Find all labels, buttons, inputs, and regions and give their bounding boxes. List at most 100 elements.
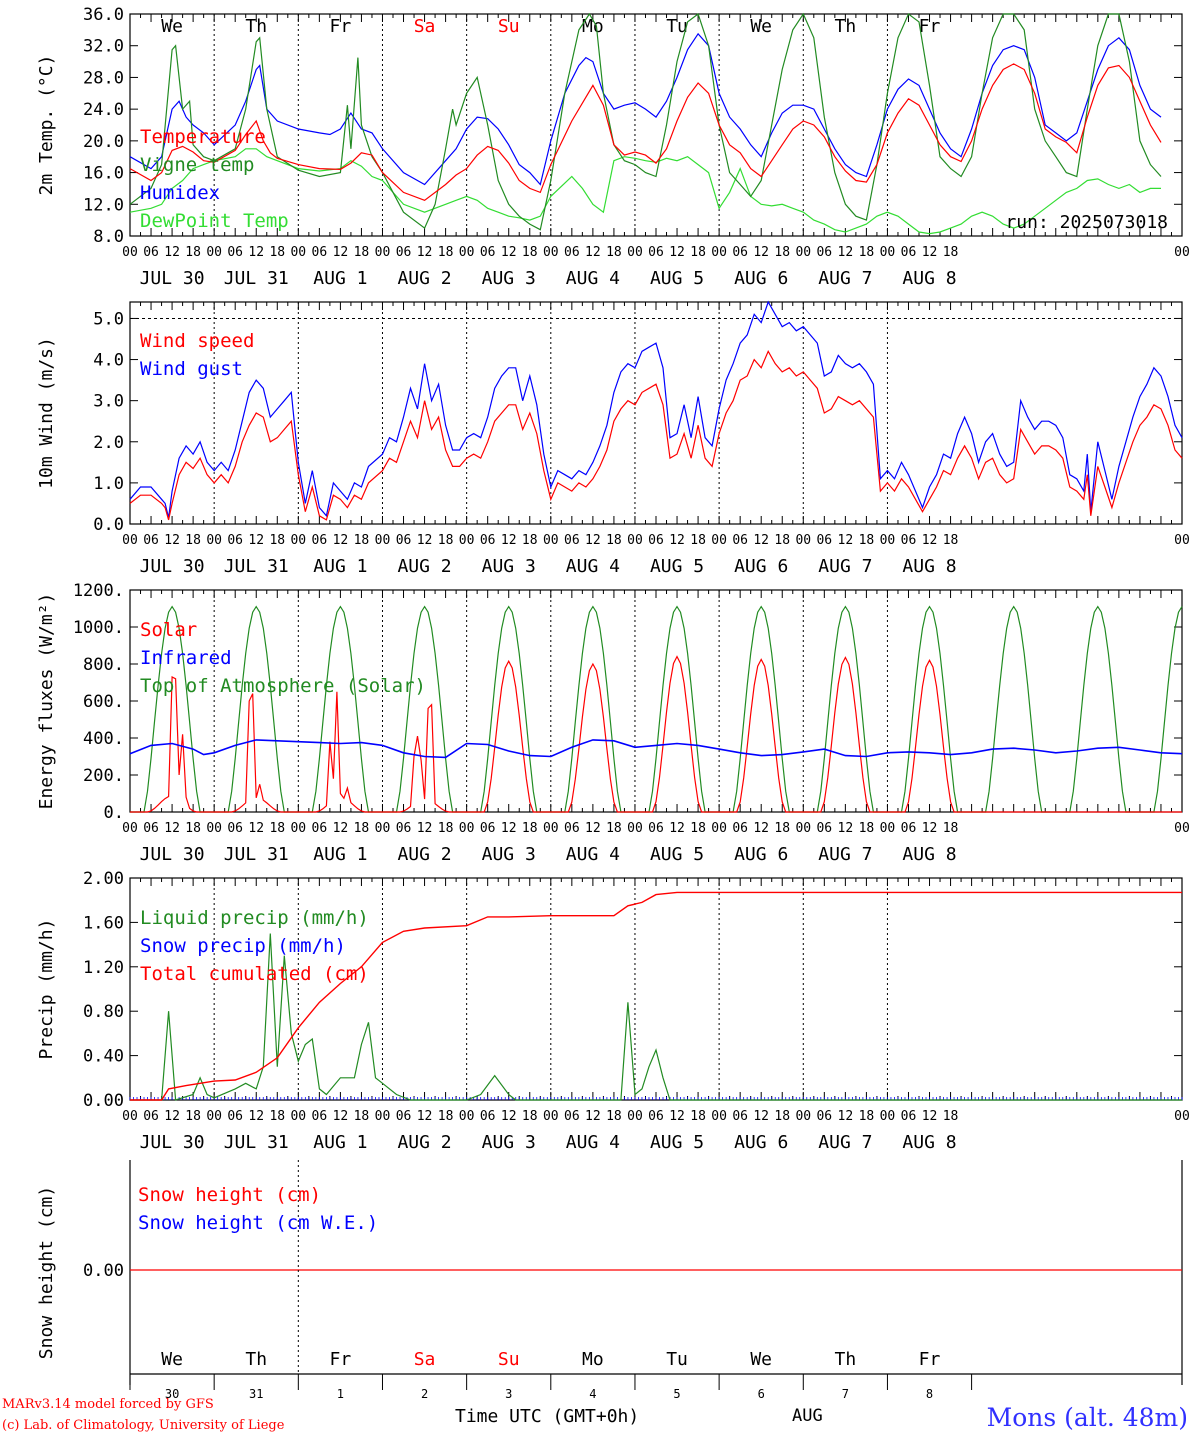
hour-tick-label: 00 [880, 245, 896, 260]
hour-tick-label: 06 [816, 533, 832, 548]
hour-tick-label: 00 [1174, 533, 1190, 548]
hour-tick-label: 00 [1174, 245, 1190, 260]
hour-tick-label: 06 [564, 1109, 580, 1124]
hour-tick-label: 12 [838, 1109, 854, 1124]
hour-tick-label: 00 [627, 1109, 643, 1124]
hour-tick-label: 06 [227, 821, 243, 836]
y-tick-label: 1.20 [83, 958, 124, 978]
hour-tick-label: 06 [816, 1109, 832, 1124]
hour-tick-label: 18 [943, 1109, 959, 1124]
date-label: AUG 2 [397, 844, 451, 865]
hour-tick-label: 06 [564, 821, 580, 836]
hour-tick-label: 06 [816, 821, 832, 836]
y-tick-label: 800. [83, 655, 124, 675]
series-line-humidex [129, 32, 1162, 186]
y-tick-label: 1.60 [83, 913, 124, 933]
y-tick-label: 200. [83, 766, 124, 786]
hour-tick-label: 12 [501, 1109, 517, 1124]
date-label: AUG 1 [313, 1132, 367, 1153]
hour-tick-label: 06 [648, 245, 664, 260]
hour-tick-label: 00 [711, 1109, 727, 1124]
date-label: AUG 8 [902, 844, 956, 865]
date-label: AUG 1 [313, 556, 367, 577]
date-label: AUG 2 [397, 268, 451, 289]
y-tick-label: 16.0 [83, 164, 124, 184]
hour-tick-label: 00 [1174, 1109, 1190, 1124]
hour-tick-label: 12 [669, 533, 685, 548]
series-line-toa-solar [130, 605, 1183, 813]
hour-tick-label: 18 [438, 245, 454, 260]
hour-tick-label: 00 [1174, 821, 1190, 836]
hour-tick-label: 12 [501, 821, 517, 836]
hour-tick-label: 12 [669, 821, 685, 836]
hour-tick-label: 06 [648, 821, 664, 836]
hour-tick-label: 12 [922, 821, 938, 836]
hour-tick-label: 00 [459, 1109, 475, 1124]
y-tick-label: 12.0 [83, 195, 124, 215]
hour-tick-label: 18 [774, 533, 790, 548]
hour-tick-label: 12 [669, 1109, 685, 1124]
series-line-solar [130, 655, 1182, 813]
legend-temperature: Temperature [140, 126, 266, 148]
date-label: AUG 8 [902, 556, 956, 577]
hour-tick-label: 00 [627, 533, 643, 548]
date-label: AUG 3 [482, 844, 536, 865]
hour-tick-label: 00 [206, 245, 222, 260]
weekday-label: Fr [330, 16, 352, 37]
hour-tick-label: 12 [164, 1109, 180, 1124]
hour-tick-label: 06 [312, 821, 328, 836]
weekday-label: Th [835, 1349, 857, 1370]
hour-tick-label: 00 [880, 821, 896, 836]
legend-snow-height-cm-w-e-: Snow height (cm W.E.) [138, 1212, 378, 1234]
y-axis-label: Precip (mm/h) [36, 919, 57, 1060]
hour-tick-label: 12 [248, 245, 264, 260]
y-tick-label: 1.0 [93, 474, 124, 494]
hour-tick-label: 06 [143, 1109, 159, 1124]
hour-tick-label: 06 [396, 245, 412, 260]
day-number-label: 3 [505, 1387, 512, 1401]
hour-tick-label: 12 [922, 533, 938, 548]
weekday-label: We [750, 1349, 772, 1370]
hour-tick-label: 06 [732, 533, 748, 548]
hour-tick-label: 06 [648, 1109, 664, 1124]
hour-tick-label: 06 [396, 1109, 412, 1124]
hour-tick-label: 06 [901, 533, 917, 548]
hour-tick-label: 06 [732, 1109, 748, 1124]
hour-tick-label: 06 [312, 245, 328, 260]
date-label: AUG 7 [818, 556, 872, 577]
y-tick-label: 400. [83, 729, 124, 749]
hour-tick-label: 00 [543, 1109, 559, 1124]
hour-tick-label: 12 [838, 821, 854, 836]
hour-tick-label: 12 [417, 245, 433, 260]
day-number-label: 30 [165, 1387, 179, 1401]
legend-snow-precip-mm-h-: Snow precip (mm/h) [140, 935, 346, 957]
hour-tick-label: 06 [732, 245, 748, 260]
station-name: Mons (alt. 48m) [986, 1403, 1188, 1432]
hour-tick-label: 00 [795, 245, 811, 260]
hour-tick-label: 00 [206, 1109, 222, 1124]
date-label: AUG 7 [818, 844, 872, 865]
hour-tick-label: 12 [248, 821, 264, 836]
date-label: AUG 6 [734, 844, 788, 865]
hour-tick-label: 00 [290, 245, 306, 260]
weekday-label: We [161, 16, 183, 37]
weekday-label: Th [835, 16, 857, 37]
date-label: JUL 30 [140, 268, 205, 289]
date-label: AUG 6 [734, 1132, 788, 1153]
hour-tick-label: 00 [122, 245, 138, 260]
hour-tick-label: 06 [480, 821, 496, 836]
hour-tick-label: 00 [543, 533, 559, 548]
y-tick-label: 3.0 [93, 392, 124, 412]
legend-total-cumulated-cm-: Total cumulated (cm) [140, 963, 369, 985]
date-label: JUL 31 [224, 268, 289, 289]
y-tick-label: 4.0 [93, 351, 124, 371]
hour-tick-label: 18 [606, 821, 622, 836]
hour-tick-label: 00 [206, 533, 222, 548]
day-number-label: 4 [589, 1387, 596, 1401]
hour-tick-label: 18 [269, 821, 285, 836]
hour-tick-label: 12 [333, 245, 349, 260]
hour-tick-label: 00 [290, 1109, 306, 1124]
weekday-label: Mo [582, 1349, 604, 1370]
legend-infrared: Infrared [140, 647, 232, 669]
hour-tick-label: 12 [753, 1109, 769, 1124]
